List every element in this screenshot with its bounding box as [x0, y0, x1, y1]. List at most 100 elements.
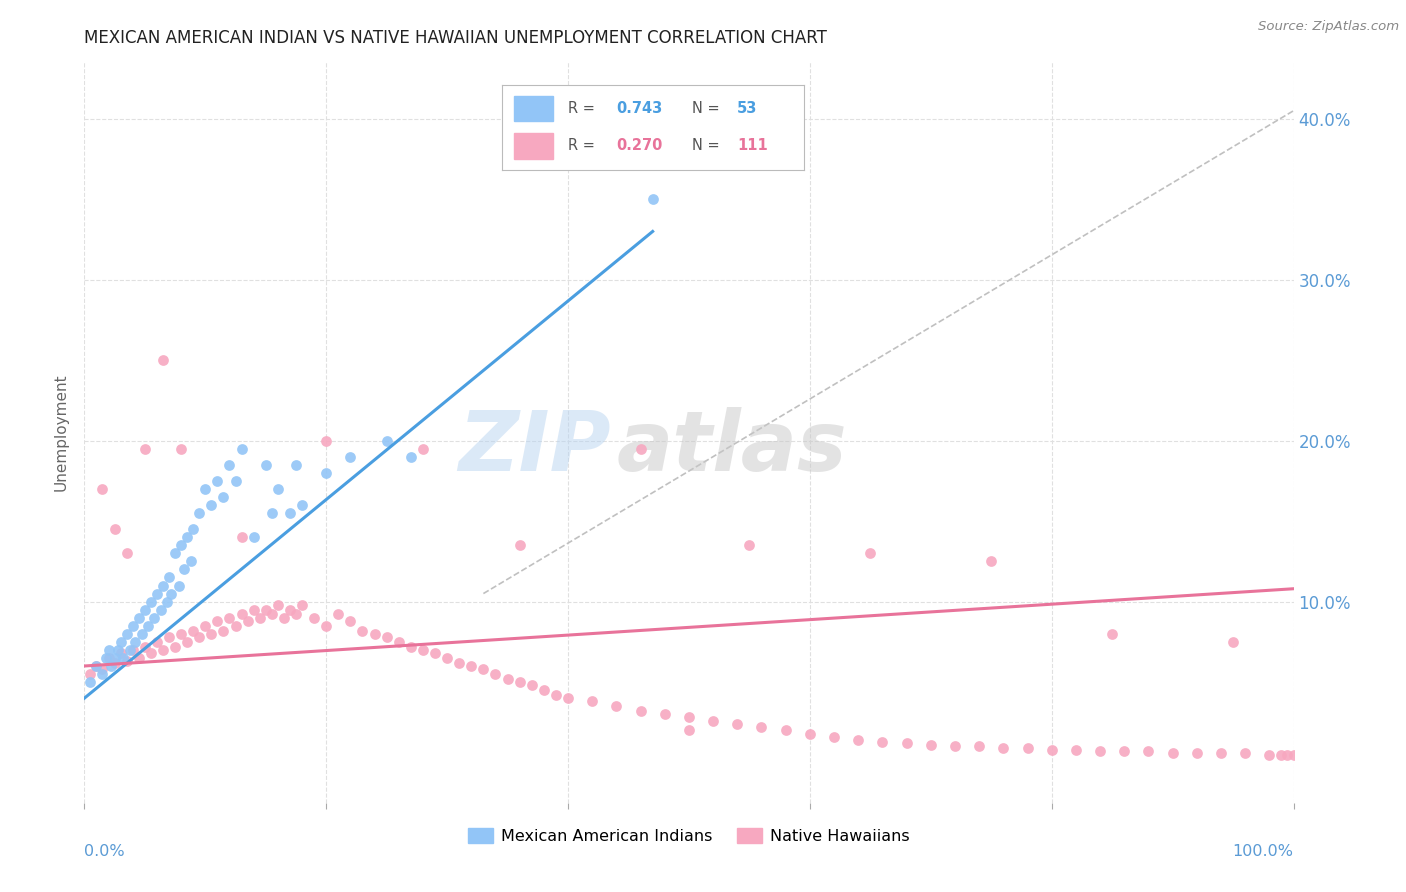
Point	[557, 691, 579, 706]
Point	[188, 630, 211, 644]
Point	[896, 736, 918, 750]
Point	[460, 659, 482, 673]
Point	[1277, 747, 1299, 762]
Point	[352, 624, 374, 638]
Point	[170, 442, 193, 456]
Point	[157, 570, 180, 584]
Point	[200, 627, 222, 641]
Point	[291, 598, 314, 612]
Point	[859, 546, 882, 560]
Point	[1101, 627, 1123, 641]
Point	[1258, 747, 1281, 762]
Point	[654, 707, 676, 722]
Point	[967, 739, 990, 754]
Point	[920, 738, 942, 752]
Point	[823, 730, 845, 744]
Point	[339, 614, 361, 628]
Point	[194, 619, 217, 633]
Point	[181, 624, 204, 638]
Point	[97, 651, 120, 665]
Point	[231, 607, 253, 622]
Point	[1209, 746, 1232, 760]
Point	[104, 651, 127, 665]
Point	[509, 538, 531, 552]
Point	[115, 627, 138, 641]
Point	[104, 656, 127, 670]
Point	[1064, 742, 1087, 756]
Point	[146, 635, 169, 649]
Point	[484, 667, 506, 681]
Point	[170, 538, 193, 552]
Point	[249, 610, 271, 624]
Point	[110, 635, 132, 649]
Point	[412, 643, 434, 657]
Point	[544, 688, 567, 702]
Point	[104, 522, 127, 536]
Point	[180, 554, 202, 568]
Point	[1088, 744, 1111, 758]
Point	[1185, 746, 1208, 760]
Point	[188, 506, 211, 520]
Point	[284, 607, 308, 622]
Point	[412, 442, 434, 456]
Point	[254, 458, 277, 472]
Point	[1161, 746, 1184, 760]
Point	[79, 667, 101, 681]
Point	[149, 602, 172, 616]
Point	[121, 619, 143, 633]
Point	[100, 659, 122, 673]
Point	[218, 610, 240, 624]
Point	[91, 662, 114, 676]
Point	[194, 482, 217, 496]
Point	[678, 723, 700, 738]
Point	[328, 607, 350, 622]
Point	[799, 726, 821, 740]
Point	[139, 646, 162, 660]
Point	[605, 699, 627, 714]
Point	[509, 675, 531, 690]
Point	[423, 646, 446, 660]
Point	[176, 530, 198, 544]
Text: 100.0%: 100.0%	[1233, 844, 1294, 858]
Point	[91, 482, 114, 496]
Point	[225, 619, 247, 633]
Point	[284, 458, 308, 472]
Point	[273, 610, 295, 624]
Point	[207, 614, 229, 628]
Point	[980, 554, 1002, 568]
Point	[97, 643, 120, 657]
Point	[302, 610, 325, 624]
Point	[449, 656, 471, 670]
Point	[218, 458, 240, 472]
Point	[165, 546, 187, 560]
Point	[86, 659, 108, 673]
Text: atlas: atlas	[616, 407, 846, 488]
Point	[231, 442, 253, 456]
Point	[399, 450, 422, 464]
Point	[630, 442, 652, 456]
Point	[375, 434, 398, 448]
Point	[165, 640, 187, 654]
Point	[678, 710, 700, 724]
Point	[242, 530, 264, 544]
Point	[128, 651, 150, 665]
Point	[533, 683, 555, 698]
Point	[212, 624, 235, 638]
Legend: Mexican American Indians, Native Hawaiians: Mexican American Indians, Native Hawaiia…	[461, 822, 917, 850]
Point	[152, 353, 174, 368]
Point	[79, 675, 101, 690]
Point	[86, 659, 108, 673]
Point	[702, 714, 724, 728]
Point	[112, 651, 135, 665]
Point	[1282, 747, 1305, 762]
Point	[152, 643, 174, 657]
Point	[339, 450, 361, 464]
Point	[207, 474, 229, 488]
Point	[131, 627, 153, 641]
Point	[170, 627, 193, 641]
Point	[254, 602, 277, 616]
Point	[267, 482, 290, 496]
Point	[242, 602, 264, 616]
Point	[134, 442, 156, 456]
Point	[152, 578, 174, 592]
